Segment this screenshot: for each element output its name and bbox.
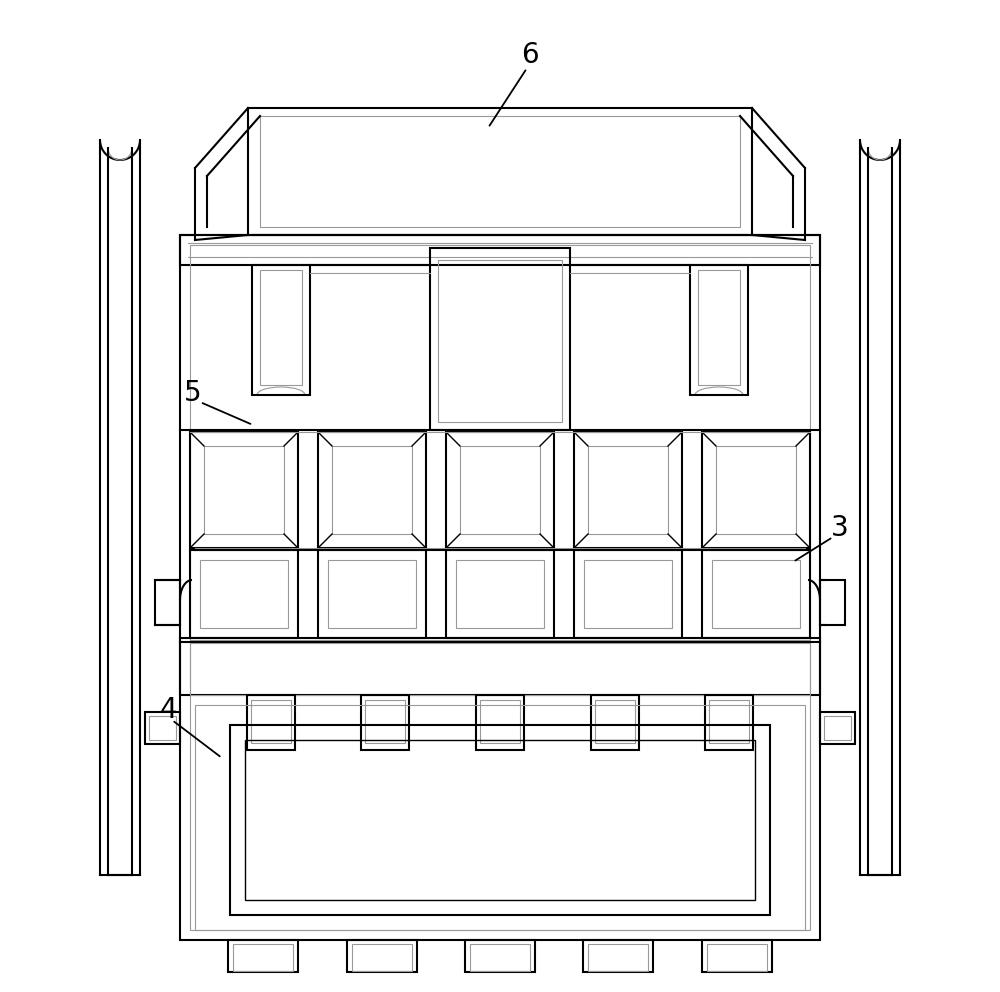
Bar — [446, 432, 554, 548]
Bar — [230, 725, 770, 915]
Bar — [820, 712, 855, 744]
Bar — [190, 550, 298, 638]
Text: 3: 3 — [831, 514, 849, 542]
Bar — [438, 260, 562, 422]
Bar — [347, 940, 417, 972]
Bar — [318, 550, 426, 638]
Bar — [248, 108, 752, 235]
Bar — [584, 560, 672, 628]
Bar — [190, 245, 810, 930]
Bar — [588, 944, 648, 971]
Bar — [180, 638, 820, 695]
Bar — [190, 643, 810, 695]
Bar — [456, 560, 544, 628]
Bar — [574, 432, 682, 548]
Bar — [476, 695, 524, 750]
Bar — [824, 716, 851, 740]
Bar — [705, 695, 753, 750]
Bar — [233, 944, 293, 971]
Bar — [200, 560, 288, 628]
Bar — [702, 432, 810, 548]
Bar — [712, 560, 800, 628]
Bar — [328, 560, 416, 628]
Bar — [332, 446, 412, 534]
Bar — [260, 116, 740, 227]
Bar — [820, 580, 845, 625]
Bar — [352, 944, 412, 971]
Bar — [145, 712, 180, 744]
Bar — [574, 550, 682, 638]
Bar — [190, 432, 298, 548]
Bar — [252, 265, 310, 395]
Bar — [195, 705, 805, 930]
Bar — [446, 550, 554, 638]
Bar — [591, 695, 639, 750]
Bar — [716, 446, 796, 534]
Bar — [595, 700, 635, 743]
Bar — [245, 740, 755, 900]
Bar — [204, 446, 284, 534]
Bar — [709, 700, 749, 743]
Bar — [460, 446, 540, 534]
Bar — [583, 940, 653, 972]
Bar — [690, 265, 748, 395]
Bar — [318, 432, 426, 548]
Text: 5: 5 — [184, 379, 202, 407]
Bar — [180, 235, 820, 940]
Bar — [155, 580, 180, 625]
Bar — [465, 940, 535, 972]
Bar — [180, 235, 820, 265]
Bar — [480, 700, 520, 743]
Bar — [588, 446, 668, 534]
Bar — [247, 695, 295, 750]
Bar — [702, 940, 772, 972]
Bar — [149, 716, 176, 740]
Bar — [365, 700, 405, 743]
Text: 6: 6 — [521, 41, 539, 69]
Bar — [698, 270, 740, 385]
Bar — [260, 270, 302, 385]
Bar — [361, 695, 409, 750]
Bar — [702, 550, 810, 638]
Bar — [707, 944, 767, 971]
Text: 4: 4 — [159, 696, 177, 724]
Bar — [430, 248, 570, 430]
Bar — [251, 700, 291, 743]
Bar — [470, 944, 530, 971]
Bar — [228, 940, 298, 972]
